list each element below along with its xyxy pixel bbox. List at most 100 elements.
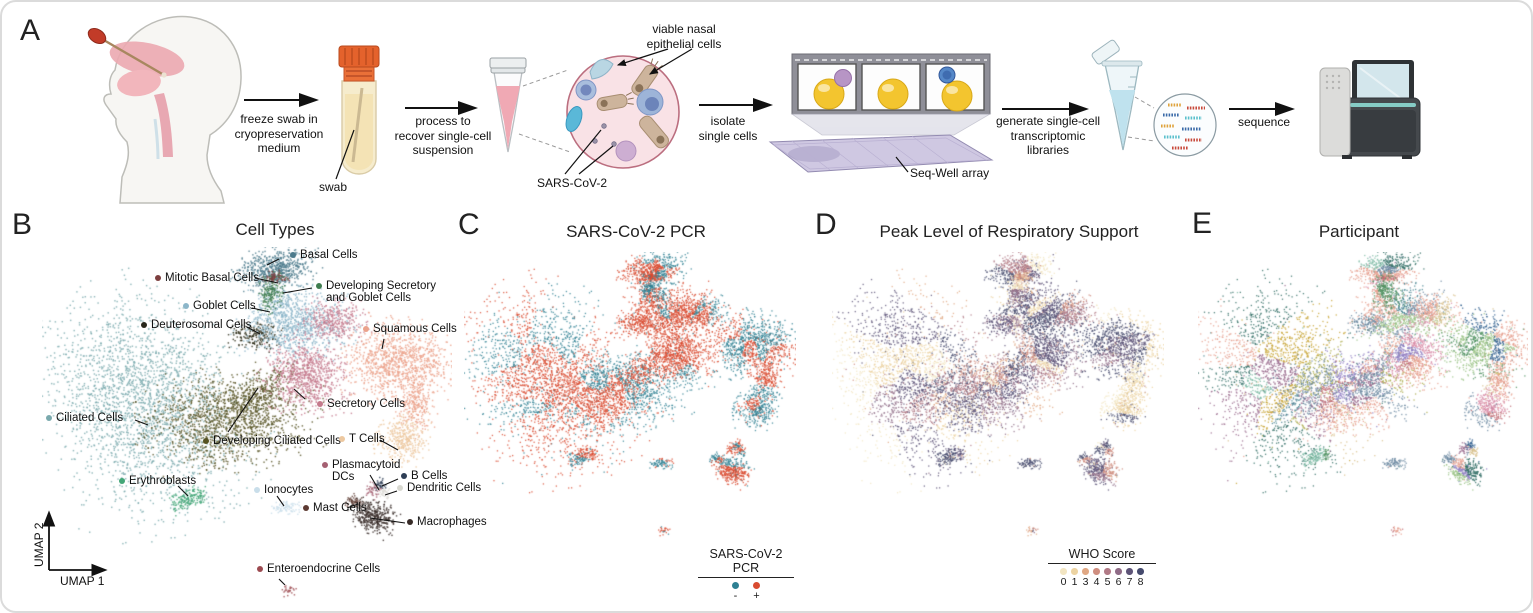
cell-type-dot (407, 519, 413, 525)
cell-type-name: Secretory Cells (327, 398, 405, 410)
panel-a-letter: A (20, 14, 41, 47)
cell-type-dot (290, 252, 296, 258)
bead (877, 78, 909, 110)
captured-cell (834, 69, 852, 87)
epithelial-cell (639, 115, 669, 149)
cell-type-label: Erythroblasts (119, 475, 196, 487)
panel-b-letter: B (12, 208, 33, 241)
virion (601, 123, 607, 129)
who-score-item-3: 3 (1080, 568, 1091, 588)
cell-type-dot (203, 438, 209, 444)
cell-type-label: Developing Ciliated Cells (203, 435, 341, 447)
panel-e-letter: E (1192, 207, 1213, 240)
cell-type-name: Macrophages (417, 516, 487, 528)
swab-leader-line (335, 129, 355, 180)
who-score-value: 7 (1126, 575, 1133, 588)
cell-type-name: Mitotic Basal Cells (165, 272, 259, 284)
cell-type-name: Enteroendocrine Cells (267, 563, 381, 575)
workflow-schematic (87, 15, 1421, 204)
cell-type-dot (119, 478, 125, 484)
pcr-legend-title: SARS-CoV-2 PCR (698, 547, 794, 578)
cell-type-label: Goblet Cells (183, 300, 256, 312)
cell-type-dot (322, 462, 328, 468)
who-score-dot (1126, 568, 1133, 575)
cell-type-name: Mast Cells (313, 502, 367, 514)
cryovial-illustration (335, 45, 380, 180)
cell-type-name: Dendritic Cells (407, 482, 482, 494)
cell-type-name: Ionocytes (264, 484, 314, 496)
panel-e-title: Participant (1318, 222, 1400, 241)
swab-label: swab (318, 180, 347, 194)
who-score-item-5: 5 (1102, 568, 1113, 588)
who-score-item-7: 7 (1124, 568, 1135, 588)
who-score-dot (1082, 568, 1089, 575)
who-score-value: 4 (1093, 575, 1100, 588)
cell-type-label: Deuterosomal Cells (141, 319, 251, 331)
pcr-negative-dot (732, 582, 739, 589)
epithelial-cell (596, 92, 634, 112)
seq-well-array-label: Seq-Well array (910, 166, 990, 180)
pcr-positive-dot (753, 582, 760, 589)
epithelial-cell (631, 58, 663, 97)
cell-type-label: Secretory Cells (317, 398, 405, 410)
who-score-value: 6 (1115, 575, 1122, 588)
cell-type-label: T Cells (339, 433, 385, 445)
viable-cells-label: viable nasal epithelial cells (646, 22, 722, 51)
umap-who-score (832, 252, 1164, 544)
sequencer-illustration (1319, 60, 1421, 159)
bead (941, 80, 973, 112)
cell-type-dot (339, 436, 345, 442)
cell-type-name: Erythroblasts (129, 475, 197, 487)
cell-type-name: Plasmacytoid DCs (332, 459, 401, 484)
cell-type-dot (317, 401, 323, 407)
who-score-dot (1104, 568, 1111, 575)
panel-d-letter: D (815, 208, 837, 241)
who-score-item-4: 4 (1091, 568, 1102, 588)
cell-type-dot (141, 322, 147, 328)
cell-type-name: Basal Cells (300, 249, 358, 261)
who-score-dot (1071, 568, 1078, 575)
cell-type-dot (303, 505, 309, 511)
cell-type-dot (155, 275, 161, 281)
who-score-item-8: 8 (1135, 568, 1146, 588)
who-score-dot (1137, 568, 1144, 575)
cell-type-name: Goblet Cells (193, 300, 256, 312)
cell-type-label: Plasmacytoid DCs (322, 459, 400, 484)
captured-cell (938, 66, 956, 84)
panel-b-title: Cell Types (235, 220, 315, 239)
cell-type-label: Mast Cells (303, 502, 367, 514)
bead (813, 78, 845, 110)
cell-type-label: Squamous Cells (363, 323, 457, 335)
umap2-axis-label: UMAP 2 (32, 522, 46, 567)
cell-type-label: Mitotic Basal Cells (155, 272, 259, 284)
cell-type-dot (316, 283, 322, 289)
who-score-item-1: 1 (1069, 568, 1080, 588)
who-score-value: 1 (1071, 575, 1078, 588)
cell-type-dot (254, 487, 260, 493)
panel-c-title: SARS-CoV-2 PCR (566, 222, 706, 241)
umap-participant (1198, 252, 1528, 544)
cell-type-label: Macrophages (407, 516, 487, 528)
cell-type-dot (397, 485, 403, 491)
cell-type-name: Deuterosomal Cells (151, 319, 252, 331)
nasal-swab-illustration (87, 15, 242, 204)
seq-well-wells-illustration (790, 53, 992, 136)
cell-type-dot (401, 473, 407, 479)
cell-type-name: B Cells (411, 470, 448, 482)
sars-cov-2-label: SARS-CoV-2 (536, 176, 608, 190)
umap1-axis-label: UMAP 1 (60, 574, 105, 588)
panel-d-title: Peak Level of Respiratory Support (879, 222, 1139, 241)
who-score-value: 8 (1137, 575, 1144, 588)
pcr-legend: SARS-CoV-2 PCR - + (698, 547, 794, 602)
cell-type-label: Basal Cells (290, 249, 358, 261)
panel-c-letter: C (458, 208, 480, 241)
step-label-process: process to recover single-cell suspensio… (394, 114, 492, 158)
cell-type-label: B Cells (401, 470, 447, 482)
cell-type-dot (363, 326, 369, 332)
who-score-dot (1060, 568, 1067, 575)
cell-type-label: Ciliated Cells (46, 412, 123, 424)
cell-type-label: Developing Secretory and Goblet Cells (316, 280, 436, 305)
who-score-item-0: 0 (1058, 568, 1069, 588)
step-label-sequence: sequence (1237, 115, 1291, 129)
